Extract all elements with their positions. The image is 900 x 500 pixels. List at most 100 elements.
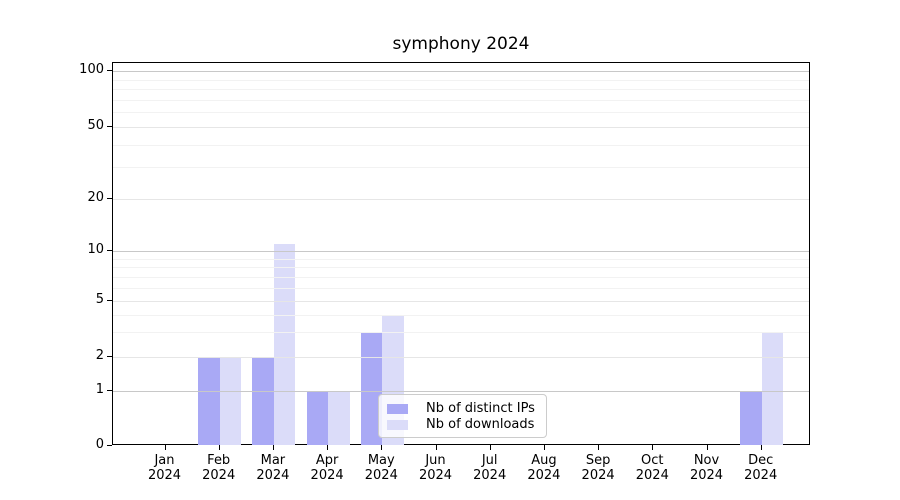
x-tick-month: Mar (260, 453, 286, 468)
x-tick-label-jan: Jan 2024 (137, 453, 193, 483)
y-tick-label: 5 (95, 292, 104, 307)
x-tick-label-aug: Aug 2024 (516, 453, 572, 483)
x-tick (164, 445, 166, 450)
bar-apr-downloads (328, 391, 350, 445)
y-tick (107, 300, 112, 301)
x-tick (543, 445, 545, 450)
bar-feb-downloads (219, 357, 242, 445)
legend-label-downloads: Nb of downloads (426, 417, 535, 432)
legend: Nb of distinct IPs Nb of downloads (378, 394, 547, 438)
gridline (113, 251, 809, 252)
x-tick-year: 2024 (635, 468, 669, 483)
gridline (113, 127, 809, 128)
x-tick-month: Sep (585, 453, 611, 468)
y-tick-label: 2 (95, 348, 104, 363)
gridline-minor (113, 276, 809, 278)
x-tick-label-oct: Oct 2024 (624, 453, 680, 483)
legend-item-distinct-ips: Nb of distinct IPs (387, 401, 538, 416)
x-tick (327, 445, 329, 450)
y-tick (107, 390, 112, 391)
x-tick (706, 445, 708, 450)
bar-apr-ips (306, 391, 329, 445)
bar-dec-downloads (761, 332, 784, 445)
gridline-minor (113, 258, 809, 260)
gridline-minor (113, 167, 809, 169)
x-tick-month: Aug (531, 453, 557, 468)
gridline-minor (113, 314, 809, 316)
x-tick-month: Jan (154, 453, 175, 468)
x-tick-label-may: May 2024 (353, 453, 409, 483)
y-tick (107, 356, 112, 357)
x-tick-year: 2024 (202, 468, 236, 483)
bar-dec-ips (740, 391, 762, 445)
x-tick-month: May (367, 453, 395, 468)
chart-title: symphony 2024 (392, 34, 530, 54)
x-tick-year: 2024 (473, 468, 507, 483)
y-tick-label: 1 (95, 382, 104, 397)
gridline-minor (113, 112, 809, 114)
x-tick (218, 445, 220, 450)
x-tick (381, 445, 383, 450)
bar-feb-ips (198, 357, 220, 445)
bar-may-ips (360, 332, 383, 445)
grid-layer (113, 63, 809, 444)
x-tick (435, 445, 437, 450)
gridline-minor (113, 287, 809, 289)
y-tick (107, 445, 112, 446)
legend-item-downloads: Nb of downloads (387, 417, 538, 432)
y-tick-label: 20 (87, 190, 104, 205)
gridline-minor (113, 144, 809, 146)
y-tick (107, 70, 112, 71)
gridline-minor (113, 332, 809, 334)
y-tick (107, 198, 112, 199)
x-tick-year: 2024 (744, 468, 778, 483)
x-tick-month: Apr (315, 453, 339, 468)
x-tick (760, 445, 762, 450)
x-tick-month: Jun (425, 453, 446, 468)
gridline-minor (113, 89, 809, 91)
y-tick (107, 250, 112, 251)
y-tick-label: 50 (87, 118, 104, 133)
x-tick (489, 445, 491, 450)
bar-mar-ips (252, 357, 274, 445)
x-tick-year: 2024 (581, 468, 615, 483)
x-tick-year: 2024 (364, 468, 398, 483)
gridline (113, 199, 809, 200)
gridline (113, 301, 809, 302)
y-tick-label: 0 (95, 437, 104, 452)
x-tick-label-apr: Apr 2024 (299, 453, 355, 483)
gridline (113, 357, 809, 358)
legend-label-distinct-ips: Nb of distinct IPs (426, 401, 535, 416)
gridline-minor (113, 267, 809, 269)
x-tick-year: 2024 (418, 468, 453, 483)
x-tick-label-feb: Feb 2024 (191, 453, 247, 483)
x-tick-label-mar: Mar 2024 (245, 453, 301, 483)
legend-swatch-downloads (387, 419, 408, 430)
x-tick (272, 445, 274, 450)
gridline-minor (113, 99, 809, 101)
x-tick-label-nov: Nov 2024 (679, 453, 735, 483)
y-tick-label: 100 (79, 62, 104, 77)
x-tick-year: 2024 (147, 468, 182, 483)
y-tick-label: 10 (87, 242, 104, 257)
x-tick-label-jun: Jun 2024 (408, 453, 464, 483)
x-tick-year: 2024 (527, 468, 561, 483)
x-tick-month: Oct (641, 453, 664, 468)
plot-area: Nb of distinct IPs Nb of downloads (112, 62, 810, 445)
x-tick-label-sep: Sep 2024 (570, 453, 626, 483)
x-tick-year: 2024 (689, 468, 724, 483)
gridline (113, 71, 809, 72)
x-tick-month: Nov (693, 453, 720, 468)
x-tick (652, 445, 654, 450)
x-tick-label-dec: Dec 2024 (733, 453, 789, 483)
x-tick-month: Jul (481, 453, 498, 468)
legend-swatch-distinct-ips (387, 403, 408, 414)
x-tick-month: Feb (207, 453, 231, 468)
x-tick (598, 445, 600, 450)
y-tick (107, 126, 112, 127)
x-tick-year: 2024 (310, 468, 344, 483)
x-tick-year: 2024 (256, 468, 290, 483)
bar-mar-downloads (273, 243, 296, 445)
gridline (113, 391, 809, 392)
